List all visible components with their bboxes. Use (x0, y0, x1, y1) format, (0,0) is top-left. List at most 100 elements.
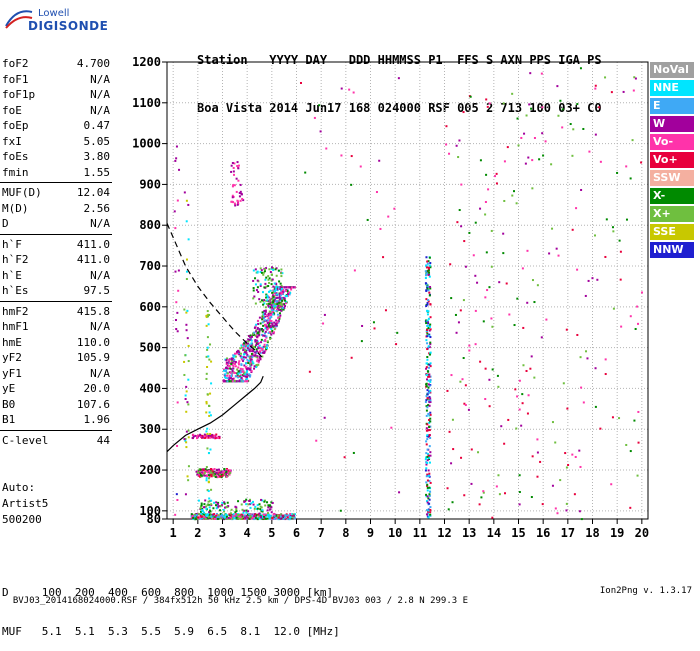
param-name: yE (2, 382, 16, 395)
echo-point (271, 517, 274, 520)
echo-point (276, 288, 279, 291)
echo-point (585, 350, 588, 353)
echo-point (229, 367, 232, 370)
echo-point (254, 334, 257, 337)
echo-point (426, 284, 429, 287)
echo-point (522, 326, 525, 329)
echo-point (464, 265, 467, 268)
echo-point (245, 514, 248, 517)
echo-point (283, 299, 286, 302)
echo-point (425, 265, 428, 268)
echo-point (565, 466, 568, 469)
echo-point (265, 293, 268, 296)
echo-point (236, 164, 239, 167)
echo-point (213, 517, 216, 520)
echo-point (308, 370, 311, 373)
echo-point (426, 370, 429, 373)
echo-point (245, 375, 248, 378)
echo-point (195, 514, 198, 517)
echo-point (272, 268, 275, 271)
echo-point (266, 340, 269, 343)
y-tick-label: 1000 (132, 137, 161, 151)
echo-point (227, 505, 230, 508)
echo-point (247, 334, 250, 337)
echo-point (428, 418, 431, 421)
echo-point (253, 295, 256, 298)
echo-point (230, 170, 233, 173)
echo-point (273, 312, 276, 315)
echo-point (175, 145, 178, 148)
echo-point (282, 516, 285, 519)
echo-point (559, 99, 562, 102)
echo-point (564, 452, 567, 455)
echo-point (261, 349, 264, 352)
echo-point (248, 349, 251, 352)
echo-point (559, 479, 562, 482)
echo-point (262, 271, 265, 274)
echo-point (243, 515, 246, 518)
echo-point (229, 371, 232, 374)
echo-point (485, 251, 488, 254)
echo-point (425, 399, 428, 402)
echo-point (264, 515, 267, 518)
echo-point (253, 518, 256, 521)
legend-item: X- (650, 188, 694, 204)
echo-point (461, 378, 464, 381)
echo-point (275, 297, 278, 300)
echo-point (273, 298, 276, 301)
param-row: foE N/A (0, 103, 112, 119)
echo-point (426, 324, 429, 327)
echo-point (254, 505, 257, 508)
echo-point (232, 357, 235, 360)
echo-point (289, 515, 292, 518)
echo-point (242, 514, 245, 517)
echo-point (633, 76, 636, 79)
echo-point (183, 191, 186, 194)
echo-point (254, 277, 257, 280)
echo-point (210, 434, 213, 437)
echo-point (428, 421, 431, 424)
echo-point (243, 349, 246, 352)
echo-point (222, 508, 225, 511)
echo-point (271, 324, 274, 327)
echo-point (266, 319, 269, 322)
echo-point (265, 319, 268, 322)
echo-point (219, 513, 222, 516)
echo-point (261, 321, 264, 324)
echo-point (290, 286, 293, 289)
echo-point (425, 452, 428, 455)
echo-point (490, 229, 493, 232)
echo-point (235, 380, 238, 383)
echo-point (264, 499, 267, 502)
echo-point (202, 435, 205, 438)
echo-point (425, 385, 428, 388)
echo-point (486, 105, 489, 108)
echo-point (196, 435, 199, 438)
echo-point (427, 268, 430, 271)
echo-point (246, 379, 249, 382)
echo-point (223, 380, 226, 383)
echo-point (243, 371, 246, 374)
echo-point (185, 390, 188, 393)
echo-point (279, 294, 282, 297)
echo-point (264, 323, 267, 326)
echo-point (575, 207, 578, 210)
echo-point (268, 281, 271, 284)
echo-point (282, 296, 285, 299)
echo-point (427, 269, 430, 272)
echo-point (426, 455, 429, 458)
echo-point (248, 344, 251, 347)
echo-point (247, 510, 250, 513)
echo-point (237, 516, 240, 519)
echo-point (230, 508, 233, 511)
echo-point (223, 374, 226, 377)
echo-point (218, 470, 221, 473)
echo-point (225, 515, 228, 518)
echo-point (199, 472, 202, 475)
echo-point (464, 404, 467, 407)
echo-point (201, 468, 204, 471)
echo-point (250, 342, 253, 345)
echo-point (256, 516, 259, 519)
echo-point (241, 197, 244, 200)
echo-point (186, 475, 189, 478)
